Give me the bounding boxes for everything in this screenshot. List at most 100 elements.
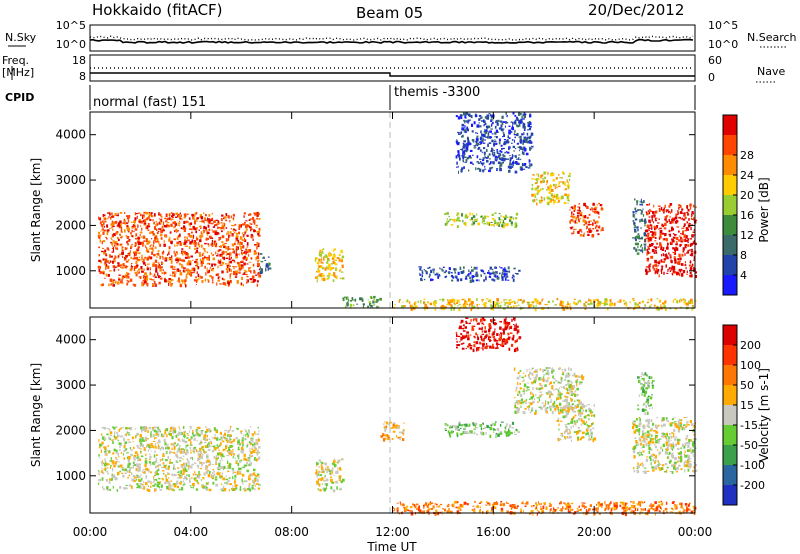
power-blob — [259, 253, 272, 275]
x-tick-label: 00:00 — [678, 525, 713, 539]
cpid-label: CPID — [5, 91, 34, 104]
colorbar-swatch — [723, 115, 737, 135]
power-blob — [444, 211, 519, 229]
power-blob — [418, 266, 521, 283]
x-tick-label: 00:00 — [73, 525, 108, 539]
velocity-blob — [315, 458, 345, 493]
y-tick-label: 3000 — [55, 378, 86, 392]
power-blob — [97, 211, 262, 288]
date-label: 20/Dec/2012 — [588, 1, 684, 19]
x-tick-label: 12:00 — [375, 525, 410, 539]
colorbar-frame — [722, 324, 738, 506]
colorbar-tick-label: 16 — [740, 209, 754, 222]
y-tick-label: 1000 — [55, 264, 86, 278]
velocity-blob — [637, 372, 655, 416]
power-data — [97, 112, 698, 312]
colorbar-tick-label: -15 — [740, 419, 758, 432]
y-tick-label: 4000 — [55, 128, 86, 142]
velocity-data — [97, 317, 698, 517]
freq-unit-label: [MHz] — [2, 66, 34, 79]
power-panel: 1000 2000 3000 4000 — [55, 111, 698, 312]
velocity-ylabel: Slant Range [km] — [29, 363, 43, 467]
power-colorbar: 4 8 12 16 20 24 28 — [722, 114, 754, 296]
nsky-label: N.Sky — [5, 31, 37, 44]
velocity-blob — [513, 366, 585, 415]
x-tick-label: 04:00 — [174, 525, 209, 539]
power-blob — [455, 112, 534, 174]
power-blob — [342, 295, 382, 309]
x-tick-label: 20:00 — [577, 525, 612, 539]
freq-label: Freq. — [2, 54, 29, 67]
freq-tick-high: 18 — [72, 54, 86, 67]
colorbar-swatch — [723, 325, 737, 345]
colorbar-tick-label: 20 — [740, 189, 754, 202]
velocity-blob — [556, 403, 597, 443]
colorbar-swatch — [723, 255, 737, 275]
velocity-blob — [444, 421, 520, 439]
colorbar-swatch — [723, 215, 737, 235]
noise-panel — [89, 24, 696, 52]
colorbar-swatch — [723, 425, 737, 445]
y-tick-label: 4000 — [55, 333, 86, 347]
x-tick-label: 16:00 — [476, 525, 511, 539]
nsearch-label: N.Search — [747, 31, 797, 44]
colorbar-swatch — [723, 175, 737, 195]
colorbar-tick-label: 4 — [740, 269, 747, 282]
nave-line — [90, 72, 695, 77]
cpid-left-text: normal (fast) 151 — [93, 95, 206, 110]
velocity-blob — [392, 500, 697, 517]
power-colorbar-label: Power [dB] — [757, 177, 771, 242]
colorbar-tick-label: 12 — [740, 229, 754, 242]
y-tick-label: 2000 — [55, 218, 86, 232]
power-blob — [569, 202, 604, 238]
power-blob — [644, 203, 698, 278]
colorbar-tick-label: 200 — [740, 339, 761, 352]
y-tick-label: 2000 — [55, 423, 86, 437]
cpid-right-text: themis -3300 — [394, 85, 480, 100]
power-blob — [632, 198, 647, 255]
velocity-panel: 1000 2000 3000 4000 — [55, 316, 698, 517]
x-axis: 00:00 04:00 08:00 12:00 16:00 20:00 00:00 — [73, 112, 713, 539]
nave-label: Nave — [757, 65, 785, 78]
power-blob — [531, 171, 572, 206]
beam-label: Beam 05 — [356, 4, 423, 22]
colorbar-tick-label: -200 — [740, 479, 765, 492]
noise-sky-line — [89, 38, 694, 44]
x-tick-label: 08:00 — [274, 525, 309, 539]
colorbar-swatch — [723, 465, 737, 485]
colorbar-swatch — [723, 235, 737, 255]
power-ylabel: Slant Range [km] — [29, 158, 43, 262]
colorbar-swatch — [723, 485, 737, 505]
station-title: Hokkaido (fitACF) — [92, 1, 223, 19]
colorbar-swatch — [723, 155, 737, 175]
nave-tick-low: 0 — [708, 71, 715, 84]
velocity-colorbar-label: Velocity [m s-1] — [757, 368, 771, 462]
colorbar-swatch — [723, 135, 737, 155]
colorbar-swatch — [723, 385, 737, 405]
colorbar-tick-label: 100 — [740, 359, 761, 372]
noise-search-line — [89, 35, 694, 41]
colorbar-tick-label: 24 — [740, 169, 754, 182]
nave-tick-high: 60 — [708, 54, 722, 67]
colorbar-tick-label: -100 — [740, 459, 765, 472]
y-tick-label: 1000 — [55, 469, 86, 483]
noise-tick-low-right: 10^0 — [708, 38, 738, 51]
power-blob — [314, 248, 345, 283]
velocity-blob — [380, 421, 405, 442]
velocity-blob — [455, 317, 522, 353]
velocity-blob — [97, 425, 261, 492]
noise-tick-low-left: 10^0 — [56, 38, 86, 51]
freq-tick-low: 8 — [79, 70, 86, 83]
colorbar-tick-label: 28 — [740, 149, 754, 162]
colorbar-tick-label: 15 — [740, 399, 754, 412]
x-axis-label: Time UT — [366, 540, 417, 554]
noise-tick-high-right: 10^5 — [708, 19, 738, 32]
freq-panel — [89, 54, 696, 82]
colorbar-tick-label: 8 — [740, 249, 747, 262]
colorbar-swatch — [723, 405, 737, 425]
colorbar-frame — [722, 114, 738, 296]
velocity-blob — [632, 416, 698, 474]
colorbar-swatch — [723, 345, 737, 365]
velocity-colorbar: 200 100 50 15 -15 -50 -100 -200 — [722, 324, 765, 506]
noise-tick-high-left: 10^5 — [56, 19, 86, 32]
